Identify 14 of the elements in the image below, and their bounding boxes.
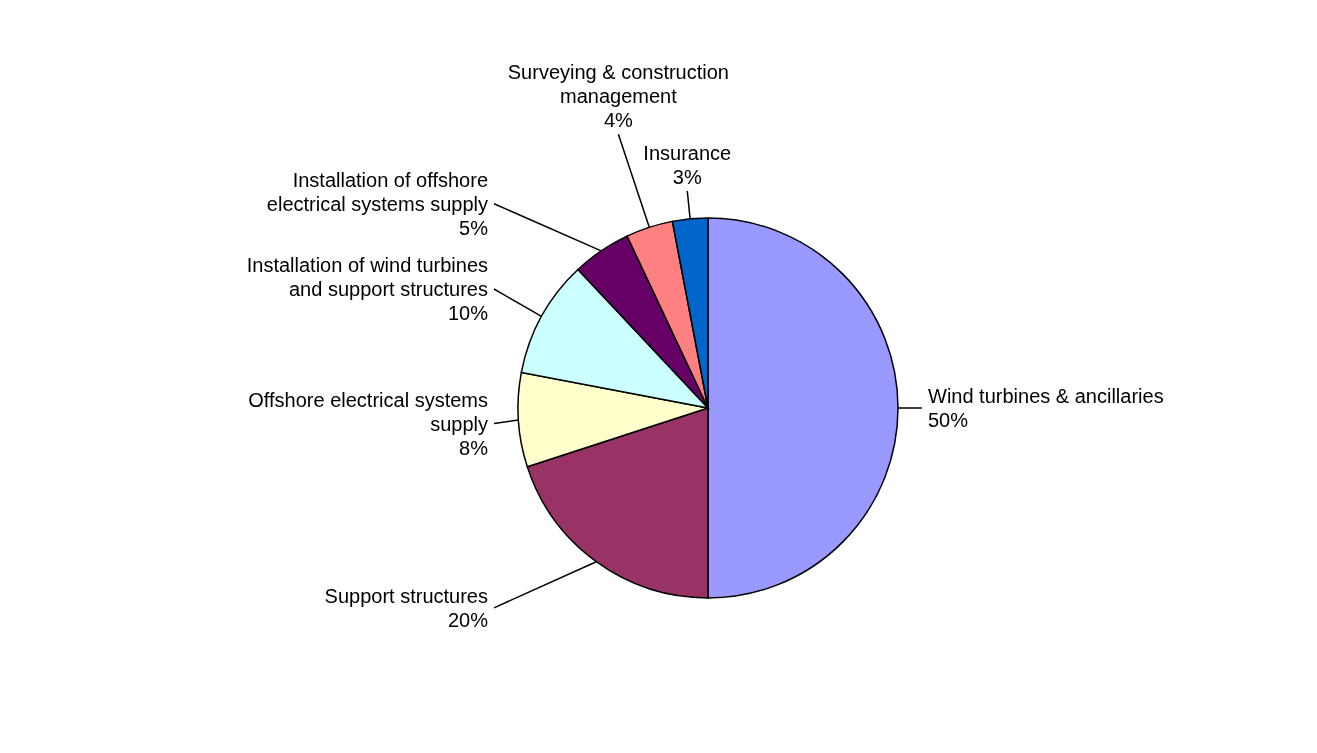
data-label: 4% <box>603 109 634 132</box>
slice-label: Support structures <box>324 585 488 608</box>
slice-label: Surveying & construction management <box>507 61 729 108</box>
slice-label: Installation of offshore electrical systems supply <box>266 168 488 215</box>
data-label: 10% <box>447 302 489 325</box>
data-label: 50% <box>928 409 969 432</box>
data-label: 8% <box>459 436 489 459</box>
data-label: 20% <box>447 609 489 632</box>
slice-label: Insurance <box>643 142 732 165</box>
slice-label: Wind turbines & ancillaries <box>928 385 1164 408</box>
data-label: 3% <box>672 166 702 189</box>
slice-label: Offshore electrical systems supply <box>248 388 488 435</box>
slice-label: Installation of wind turbines and support structures <box>246 254 488 301</box>
data-label: 5% <box>459 216 489 239</box>
